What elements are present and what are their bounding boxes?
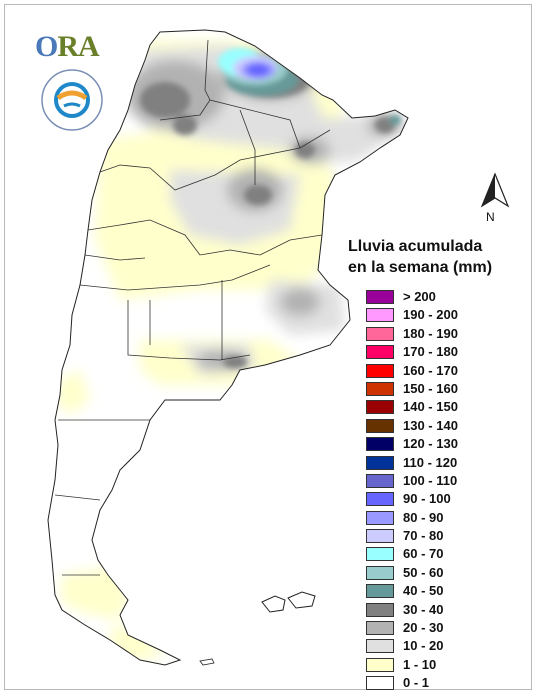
legend-label: 190 - 200 — [403, 307, 458, 323]
ora-logo: ORA — [35, 30, 100, 63]
legend-swatch — [366, 473, 394, 488]
legend-swatch — [366, 602, 394, 617]
legend-swatch — [366, 308, 394, 323]
legend-label: 150 - 160 — [403, 380, 458, 396]
north-label: N — [486, 210, 495, 224]
legend-label: 170 - 180 — [403, 344, 458, 360]
legend-swatch — [366, 639, 394, 654]
legend-swatch — [366, 437, 394, 452]
legend-swatch — [366, 381, 394, 396]
legend-swatch — [366, 492, 394, 507]
legend-label: 40 - 50 — [403, 583, 444, 599]
legend-swatch — [366, 565, 394, 580]
legend-label: 110 - 120 — [403, 454, 458, 470]
legend-label: 70 - 80 — [403, 528, 444, 544]
legend-label: 140 - 150 — [403, 399, 458, 415]
legend-title-line2: en la semana (mm) — [348, 259, 493, 276]
legend-label: 60 - 70 — [403, 546, 444, 562]
legend-swatch — [366, 657, 394, 672]
legend-swatch — [366, 510, 394, 525]
legend-label: 100 - 110 — [403, 472, 458, 488]
legend-swatch — [366, 290, 394, 304]
legend-label: 0 - 1 — [403, 675, 430, 691]
malvinas-islands — [261, 591, 316, 613]
legend-swatch — [366, 326, 394, 341]
legend-title: Lluvia acumulada en la semana (mm) — [348, 236, 518, 278]
legend-label: 90 - 100 — [403, 491, 451, 507]
legend-swatch — [366, 676, 394, 691]
legend-label: 1 - 10 — [403, 656, 437, 672]
legend-swatch — [366, 363, 394, 378]
legend-title-line1: Lluvia acumulada — [348, 238, 483, 255]
legend-swatch — [366, 584, 394, 599]
legend-swatch — [366, 621, 394, 636]
legend-label: 160 - 170 — [403, 362, 458, 378]
ora-logo-text: RA — [57, 30, 99, 63]
legend-label: > 200 — [403, 289, 436, 304]
legend-swatch — [366, 345, 394, 360]
legend-label: 10 - 20 — [403, 638, 444, 654]
legend-swatch — [366, 455, 394, 470]
smn-seal-logo — [41, 69, 103, 131]
legend-swatch — [366, 547, 394, 562]
legend-swatch — [366, 529, 394, 544]
province-borders — [54, 39, 331, 576]
legend-label: 120 - 130 — [403, 436, 458, 452]
legend-label: 50 - 60 — [403, 564, 444, 580]
legend-label: 180 - 190 — [403, 325, 458, 341]
legend-swatch — [366, 400, 394, 415]
legend-label: 130 - 140 — [403, 417, 458, 433]
north-arrow-icon — [480, 172, 510, 208]
legend-swatch — [366, 418, 394, 433]
isla-de-los-estados — [199, 658, 215, 666]
legend-label: 30 - 40 — [403, 601, 444, 617]
legend-label: 80 - 90 — [403, 509, 444, 525]
legend-label: 20 - 30 — [403, 620, 444, 636]
rainfall-shading — [55, 40, 403, 662]
